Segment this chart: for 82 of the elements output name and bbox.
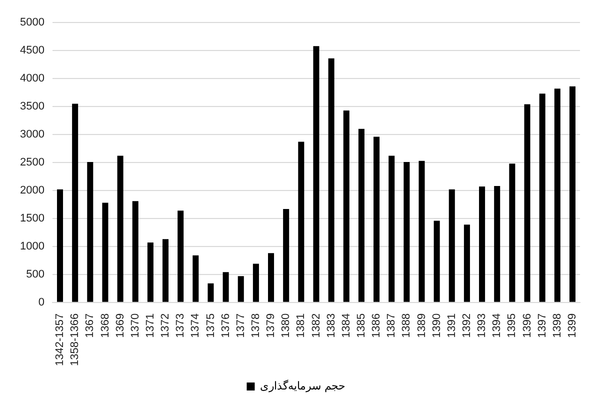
y-tick-label: 1500 [20,212,44,224]
bar [418,160,425,302]
bar [448,189,455,302]
y-tick-label: 4500 [20,44,44,57]
bar [313,46,320,302]
bar [87,162,94,302]
y-tick-label: 4000 [20,72,44,85]
bar [404,162,410,302]
bar [252,264,259,302]
x-tick-label: 1370 [129,313,142,338]
x-tick-label: 1371 [144,313,156,338]
bar [539,94,546,302]
x-tick-label: 1377 [234,313,247,338]
bar [238,276,244,302]
x-tick-label: 1381 [295,313,308,338]
x-tick-label: 1382 [310,313,322,338]
bar [554,88,560,302]
x-tick-label: 1385 [355,313,368,338]
bar [509,164,516,302]
x-tick-label: 1368 [99,313,112,338]
y-tick-label: 1000 [20,240,44,252]
y-tick-label: 3500 [20,100,44,113]
x-tick-label: 1398 [551,313,564,338]
bar [328,58,334,302]
x-tick-label: 1399 [566,313,578,338]
x-tick-label: 1389 [416,313,428,338]
x-tick-label: 1386 [370,313,383,338]
legend-label: حجم سرمایه‌گذاری [260,380,346,393]
bar [298,142,304,302]
y-tick-label: 5000 [20,16,44,29]
x-tick-label: 1384 [340,313,352,338]
bar [434,220,440,302]
bar [358,128,364,302]
bar [178,210,184,302]
bar [208,283,214,302]
bar [464,224,470,302]
x-tick-label: 1379 [265,313,278,338]
y-tick-label: 2000 [20,184,44,197]
bar [569,86,576,302]
x-tick-label: 1369 [114,313,126,338]
x-tick-label: 1388 [400,313,413,338]
x-tick-label: 1374 [190,313,202,338]
bar [147,242,154,302]
bar [494,186,500,302]
bar [283,208,290,302]
bar [117,156,124,302]
bar [72,104,78,302]
bar [102,202,108,302]
bar [56,189,64,302]
y-tick-label: 3000 [20,128,44,141]
bar [524,104,530,302]
bar [162,239,169,302]
x-tick-label: 1397 [536,313,548,338]
bar [388,156,395,302]
x-tick-label: 1367 [84,313,96,338]
x-tick-label: 1383 [325,313,338,338]
x-tick-label: 1387 [386,313,398,338]
bar [222,272,229,302]
x-tick-label: 1380 [280,313,292,338]
bar [343,110,350,302]
x-tick-label: 1391 [446,313,458,338]
x-tick-label: 1342-1357 [54,313,66,366]
x-tick-label: 1378 [250,313,262,338]
x-tick-label: 1358-1366 [69,313,82,366]
x-tick-label: 1396 [521,313,534,338]
bar [192,255,199,302]
x-tick-label: 1372 [160,313,172,338]
x-tick-label: 1395 [506,313,518,338]
bar [132,201,138,302]
x-tick-label: 1393 [476,313,488,338]
bar [374,136,380,302]
x-tick-label: 1373 [174,313,187,338]
x-tick-label: 1376 [220,313,232,338]
x-tick-label: 1394 [491,313,504,338]
bar [479,186,486,302]
y-tick-label: 2500 [20,156,44,169]
bar [268,253,274,302]
y-tick-label: 0 [38,296,44,308]
x-tick-label: 1390 [430,313,443,338]
x-tick-label: 1392 [460,313,473,338]
y-tick-label: 500 [26,268,44,280]
x-tick-label: 1375 [204,313,217,338]
